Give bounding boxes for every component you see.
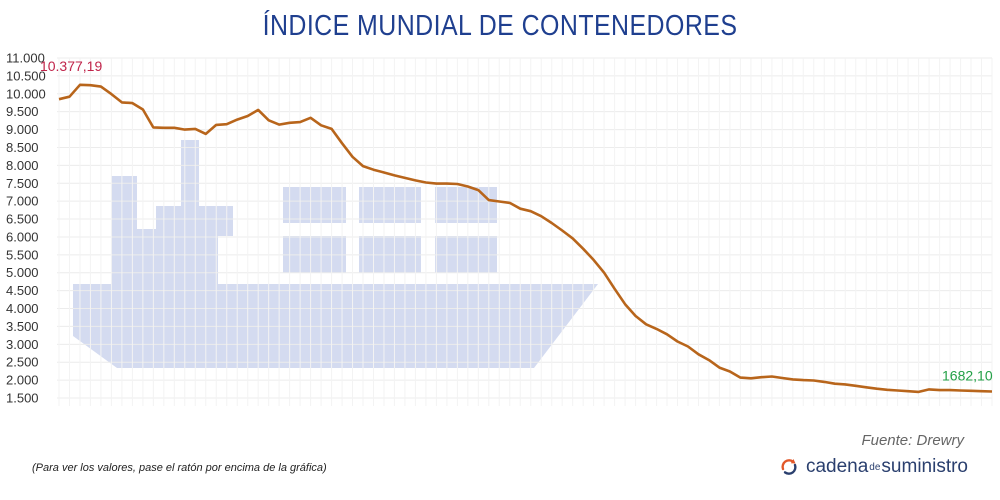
y-tick-label: 9.000 xyxy=(6,122,39,137)
series-line[interactable] xyxy=(58,83,993,394)
y-tick-label: 11.000 xyxy=(6,51,45,66)
ship-cabin xyxy=(111,176,137,284)
chart-title: ÍNDICE MUNDIAL DE CONTENEDORES xyxy=(262,10,738,42)
y-tick-label: 8.500 xyxy=(6,140,39,155)
ship-chimney xyxy=(181,140,199,206)
y-tick-label: 6.000 xyxy=(6,229,39,244)
y-tick-label: 9.500 xyxy=(6,104,39,119)
annotations: 10.377,19 1682,10 xyxy=(40,58,993,384)
y-tick-label: 3.000 xyxy=(6,337,39,352)
ship-container xyxy=(435,187,497,223)
y-tick-label: 4.000 xyxy=(6,301,39,316)
gridlines xyxy=(57,57,993,406)
brand-logo[interactable]: cadena de suministro xyxy=(780,456,968,478)
y-tick-label: 2.000 xyxy=(6,373,39,388)
brand-text-2: de xyxy=(869,461,881,473)
y-tick-label: 10.500 xyxy=(6,68,46,83)
ship-cabin-mid xyxy=(137,229,156,284)
refresh-icon xyxy=(781,459,797,475)
y-tick-label: 4.500 xyxy=(6,283,39,298)
y-tick-label: 1.500 xyxy=(6,391,39,406)
brand-text-3: suministro xyxy=(881,456,968,477)
y-tick-label: 3.500 xyxy=(6,319,39,334)
y-tick-label: 10.000 xyxy=(6,86,46,101)
y-tick-label: 6.500 xyxy=(6,212,39,227)
annotation-end-value: 1682,10 xyxy=(942,367,993,383)
y-tick-label: 8.000 xyxy=(6,158,39,173)
container-ship-icon xyxy=(73,140,598,368)
source-label: Fuente: Drewry xyxy=(861,432,964,449)
y-tick-label: 2.500 xyxy=(6,355,39,370)
y-tick-label: 7.000 xyxy=(6,194,39,209)
y-tick-label: 7.500 xyxy=(6,176,39,191)
y-tick-label: 5.500 xyxy=(6,247,39,262)
brand-text-1: cadena xyxy=(805,456,869,477)
y-tick-label: 5.000 xyxy=(6,265,39,280)
ship-container xyxy=(359,187,421,223)
ship-container xyxy=(283,187,346,223)
hover-note: (Para ver los valores, pase el ratón por… xyxy=(32,462,327,474)
y-axis: 1.500 2.000 2.500 3.000 3.500 4.000 4.500 5.000… xyxy=(6,51,46,406)
annotation-start-value: 10.377,19 xyxy=(40,58,102,74)
